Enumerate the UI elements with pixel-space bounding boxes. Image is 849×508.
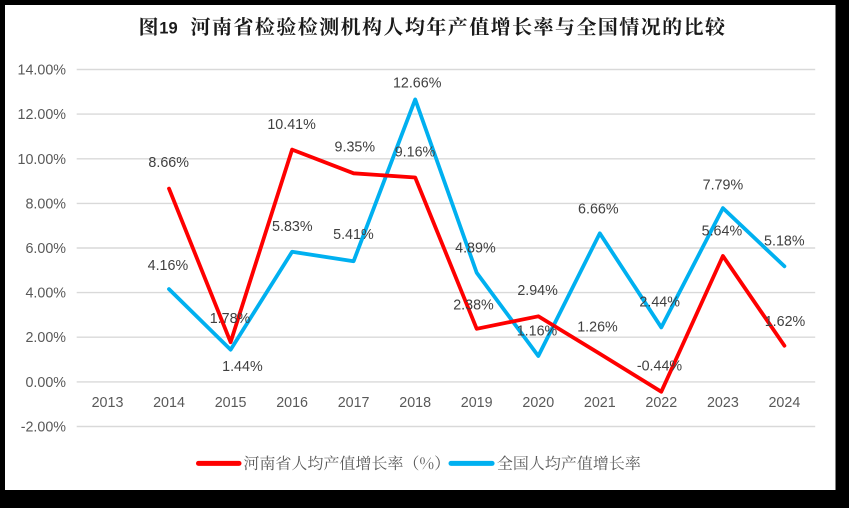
svg-text:12.00%: 12.00% xyxy=(18,107,67,123)
svg-text:19: 19 xyxy=(159,20,177,38)
svg-text:8.00%: 8.00% xyxy=(25,196,66,212)
svg-text:1.26%: 1.26% xyxy=(577,320,618,336)
svg-text:2014: 2014 xyxy=(153,395,185,411)
svg-text:2018: 2018 xyxy=(399,395,431,411)
svg-text:-0.44%: -0.44% xyxy=(637,358,683,374)
svg-text:10.00%: 10.00% xyxy=(18,152,67,168)
svg-text:8.66%: 8.66% xyxy=(148,155,189,171)
svg-text:5.83%: 5.83% xyxy=(272,219,313,235)
svg-text:12.66%: 12.66% xyxy=(393,76,442,92)
svg-text:2.38%: 2.38% xyxy=(453,298,494,314)
svg-text:2013: 2013 xyxy=(92,395,124,411)
svg-text:2017: 2017 xyxy=(338,395,370,411)
svg-text:9.35%: 9.35% xyxy=(335,139,376,155)
svg-text:2015: 2015 xyxy=(215,395,247,411)
svg-text:4.16%: 4.16% xyxy=(148,258,189,274)
svg-text:-2.00%: -2.00% xyxy=(21,420,67,436)
svg-text:4.89%: 4.89% xyxy=(455,241,496,257)
svg-text:5.18%: 5.18% xyxy=(764,234,805,250)
svg-text:10.41%: 10.41% xyxy=(267,117,316,133)
svg-text:14.00%: 14.00% xyxy=(18,63,67,79)
svg-text:7.79%: 7.79% xyxy=(703,177,744,193)
svg-text:2.44%: 2.44% xyxy=(639,295,680,311)
svg-text:0.00%: 0.00% xyxy=(25,375,66,391)
svg-text:5.64%: 5.64% xyxy=(702,223,743,239)
svg-text:6.66%: 6.66% xyxy=(578,201,619,217)
svg-text:9.16%: 9.16% xyxy=(395,145,436,161)
svg-text:2020: 2020 xyxy=(522,395,554,411)
svg-text:2.00%: 2.00% xyxy=(25,330,66,346)
svg-text:2022: 2022 xyxy=(645,395,677,411)
svg-text:2.94%: 2.94% xyxy=(517,283,558,299)
svg-text:6.00%: 6.00% xyxy=(25,241,66,257)
svg-text:4.00%: 4.00% xyxy=(25,286,66,302)
svg-text:1.78%: 1.78% xyxy=(210,311,251,327)
svg-text:1.44%: 1.44% xyxy=(222,359,263,375)
svg-text:5.41%: 5.41% xyxy=(333,227,374,243)
svg-text:2019: 2019 xyxy=(461,395,493,411)
svg-text:2016: 2016 xyxy=(276,395,308,411)
svg-text:1.62%: 1.62% xyxy=(765,314,806,330)
svg-text:1.16%: 1.16% xyxy=(517,324,558,340)
svg-text:2023: 2023 xyxy=(707,395,739,411)
svg-text:2021: 2021 xyxy=(584,395,616,411)
svg-text:2024: 2024 xyxy=(768,395,800,411)
